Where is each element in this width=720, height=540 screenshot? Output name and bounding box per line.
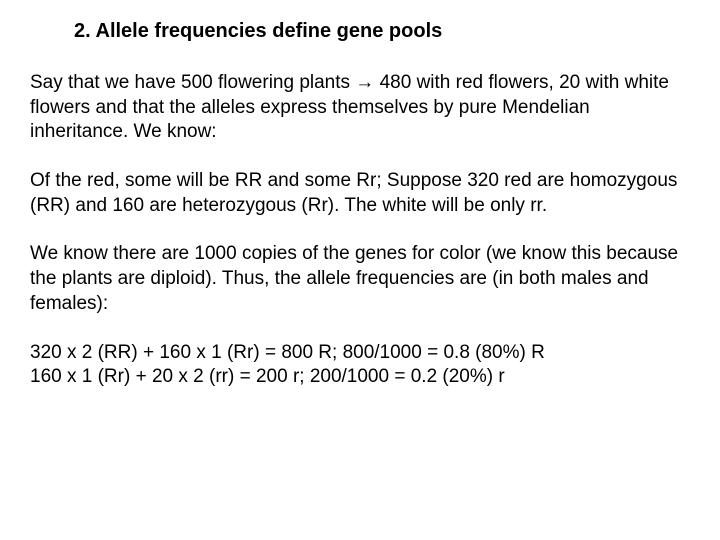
calculation-line-r-upper: 320 x 2 (RR) + 160 x 1 (Rr) = 800 R; 800… <box>30 341 690 366</box>
paragraph-copies: We know there are 1000 copies of the gen… <box>30 242 690 316</box>
paragraph-genotypes: Of the red, some will be RR and some Rr;… <box>30 169 690 218</box>
heading-title: 2. Allele frequencies define gene pools <box>74 20 690 43</box>
paragraph-intro: Say that we have 500 flowering plants → … <box>30 71 690 145</box>
calculation-line-r-lower: 160 x 1 (Rr) + 20 x 2 (rr) = 200 r; 200/… <box>30 365 690 390</box>
